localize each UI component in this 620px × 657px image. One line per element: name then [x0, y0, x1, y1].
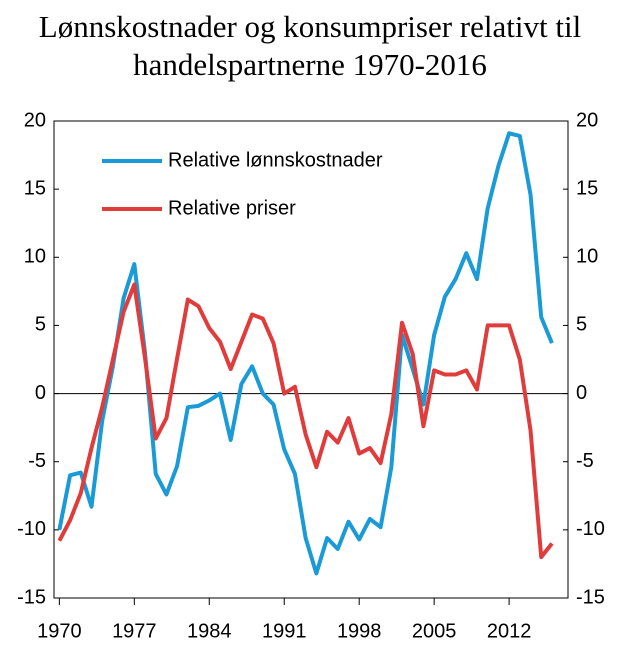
y-tick-label: 5 [35, 314, 46, 336]
y2-tick-label: -5 [576, 450, 594, 472]
y2-tick-label: 5 [576, 314, 587, 336]
x-tick-label: 1984 [187, 620, 232, 642]
legend-label: Relative priser [168, 197, 296, 219]
y2-tick-label: 0 [576, 382, 587, 404]
y-tick-label: -15 [17, 586, 46, 608]
plot-frame [53, 120, 569, 599]
y2-tick-label: 15 [576, 177, 598, 199]
y-tick-label: -10 [17, 518, 46, 540]
y2-tick-label: -10 [576, 518, 605, 540]
y-tick-label: -5 [28, 450, 46, 472]
x-tick-label: 1977 [112, 620, 157, 642]
y-tick-label: 20 [24, 109, 46, 131]
x-tick-label: 1970 [37, 620, 82, 642]
y2-tick-label: 10 [576, 246, 598, 268]
x-tick-label: 2005 [412, 620, 457, 642]
y-tick-label: 0 [35, 382, 46, 404]
y-tick-label: 10 [24, 246, 46, 268]
x-tick-label: 2012 [487, 620, 532, 642]
chart-title: Lønnskostnader og konsumpriser relativt … [38, 9, 582, 82]
y2-tick-label: -15 [576, 586, 605, 608]
title-box: Lønnskostnader og konsumpriser relativt … [0, 8, 620, 84]
data-line [57, 282, 554, 560]
x-tick-label: 1998 [337, 620, 382, 642]
data-line [57, 131, 554, 576]
y-tick-label: 15 [24, 177, 46, 199]
legend-label: Relative lønnskostnader [168, 149, 383, 171]
x-tick-label: 1991 [262, 620, 307, 642]
y2-tick-label: 20 [576, 109, 598, 131]
